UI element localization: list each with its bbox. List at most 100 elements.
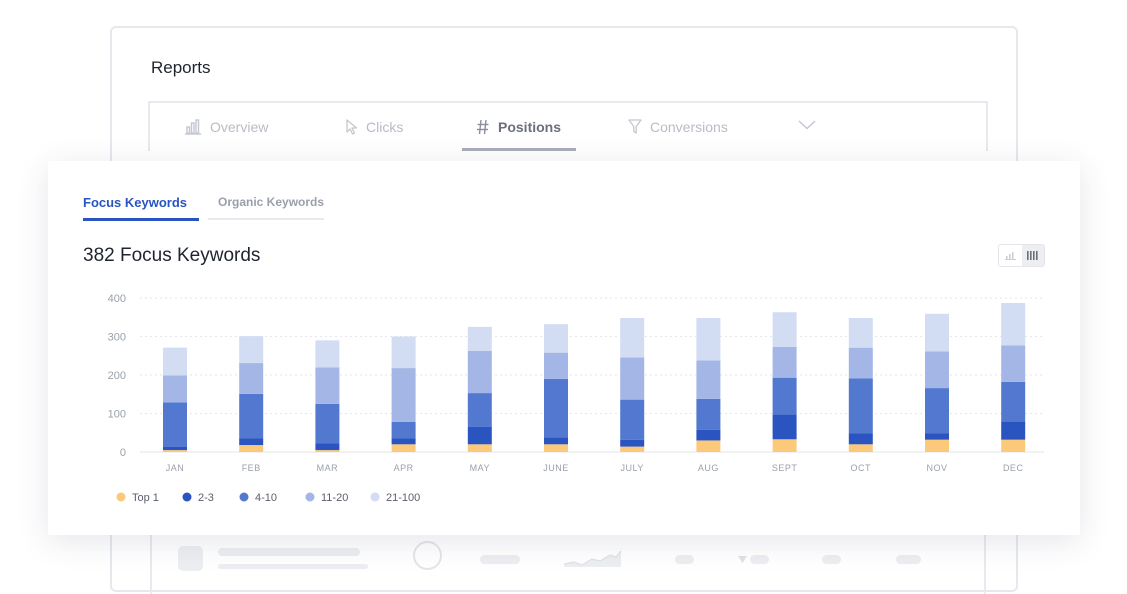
tab-organic-keywords[interactable]: Organic Keywords [218,195,325,209]
bar-segment[interactable] [620,446,645,452]
skeleton-row [150,535,986,594]
legend-label[interactable]: 21-100 [386,492,420,504]
x-tick-label: JAN [166,463,185,473]
bar-segment[interactable] [544,352,568,379]
panel-border-left [150,535,152,594]
legend-swatch [239,492,249,502]
more-tabs-button[interactable] [798,120,816,130]
bar-segment[interactable] [315,403,340,444]
bar-segment[interactable] [925,313,949,352]
bar-segment[interactable] [544,324,568,353]
tab-positions[interactable]: Positions [476,119,561,135]
tab-clicks[interactable]: Clicks [346,119,403,135]
line-view-button[interactable] [999,245,1022,266]
x-tick-label: MAY [470,463,490,473]
bar-segment[interactable] [391,336,416,369]
bar-segment[interactable] [696,360,721,399]
reports-tab-bar: Overview Clicks Positions Conversions [148,101,988,151]
y-tick-label: 400 [108,293,126,305]
cursor-icon [346,119,358,135]
bar-segment[interactable] [467,393,492,427]
bar-chart-icon [1027,251,1038,260]
tab-label: Positions [498,119,562,135]
x-tick-label: APR [394,463,414,473]
active-tab-indicator [462,148,576,151]
bar-segment[interactable] [467,426,492,445]
bar-segment[interactable] [544,378,568,438]
bar-segment[interactable] [391,421,416,439]
bar-segment[interactable] [1001,439,1026,452]
bar-segment[interactable] [544,444,568,452]
legend-label[interactable]: 2-3 [198,492,214,504]
tab-focus-keywords[interactable]: Focus Keywords [83,195,188,210]
bar-segment[interactable] [544,437,568,445]
bar-segment[interactable] [620,318,645,358]
bar-segment[interactable] [696,318,721,361]
bar-segment[interactable] [1001,381,1026,422]
bar-segment[interactable] [163,402,187,447]
x-tick-label: MAR [317,463,339,473]
bar-segment[interactable] [848,378,873,434]
bar-segment[interactable] [315,367,340,404]
y-tick-label: 100 [108,409,126,421]
bar-segment[interactable] [315,340,340,368]
focus-keywords-card: Focus Keywords Organic Keywords 382 Focu… [48,161,1080,535]
bar-segment[interactable] [239,363,264,394]
bar-segment[interactable] [772,439,797,452]
bar-segment[interactable] [848,318,873,348]
grey-accent-shape [208,0,285,26]
bar-segment[interactable] [163,347,187,376]
bar-segment[interactable] [848,444,873,452]
bar-segment[interactable] [772,414,797,440]
funnel-icon [628,119,642,134]
bar-segment[interactable] [239,438,264,446]
bar-segment[interactable] [848,347,873,379]
bar-segment[interactable] [1001,421,1026,440]
bar-segment[interactable] [696,429,721,441]
bar-segment[interactable] [391,438,416,445]
bar-segment[interactable] [163,450,187,452]
bar-segment[interactable] [391,368,416,422]
bar-segment[interactable] [925,439,949,452]
bar-segment[interactable] [925,388,949,434]
bar-segment[interactable] [772,377,797,415]
legend-label[interactable]: 4-10 [255,492,277,504]
bar-segment[interactable] [1001,345,1026,382]
bar-segment[interactable] [696,398,721,430]
bar-segment[interactable] [848,433,873,445]
skeleton-pill [750,555,769,564]
tab-conversions[interactable]: Conversions [628,119,728,135]
bar-segment[interactable] [620,399,645,440]
bar-segment[interactable] [696,440,721,452]
bar-segment[interactable] [315,443,340,451]
tab-overview[interactable]: Overview [184,119,268,135]
bar-segment[interactable] [772,346,797,378]
bar-segment[interactable] [315,450,340,452]
x-tick-label: OCT [851,463,872,473]
bar-segment[interactable] [772,312,797,347]
bar-segment[interactable] [620,439,645,447]
bar-segment[interactable] [925,351,949,389]
bar-segment[interactable] [925,433,949,440]
x-tick-label: DEC [1003,463,1024,473]
bar-segment[interactable] [620,357,645,400]
skeleton-pill [822,555,841,564]
bar-segment[interactable] [467,326,492,351]
skeleton-line [218,548,360,556]
bar-segment[interactable] [239,336,264,364]
tab-label: Conversions [650,119,728,135]
bar-segment[interactable] [391,444,416,452]
bar-view-button[interactable] [1021,245,1044,266]
bar-segment[interactable] [163,446,187,451]
bar-segment[interactable] [1001,303,1026,346]
bar-segment[interactable] [239,393,264,439]
bar-segment[interactable] [467,350,492,394]
skeleton-circle [413,541,442,570]
bar-segment[interactable] [239,445,264,452]
y-tick-label: 0 [120,447,126,459]
legend-label[interactable]: 11-20 [321,492,348,504]
triangle-down-icon [738,556,747,563]
bar-segment[interactable] [163,375,187,403]
bar-segment[interactable] [467,444,492,452]
legend-label[interactable]: Top 1 [132,492,159,504]
